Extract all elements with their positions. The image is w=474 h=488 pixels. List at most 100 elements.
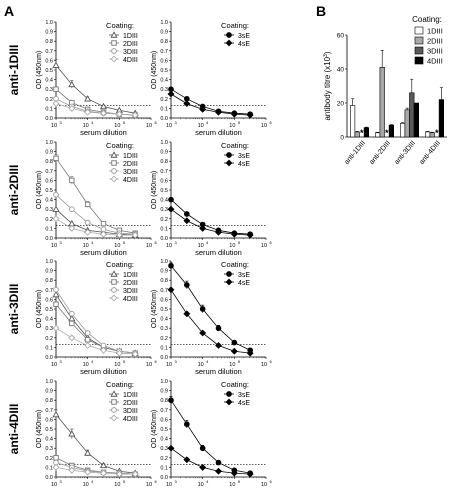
y-tick-label: 0.2 [45, 456, 53, 462]
y-axis-label: OD (450nm) [151, 290, 158, 329]
series-line [170, 399, 251, 474]
data-point [225, 278, 233, 286]
series-line [55, 303, 136, 354]
y-tick-label: 0.6 [160, 178, 168, 184]
data-point [167, 444, 175, 452]
bar [379, 67, 385, 138]
x-axis-label: serum dilution [195, 248, 242, 257]
x-tick-exponent: 5 [123, 120, 126, 125]
line-chart: 0.00.10.20.30.40.50.60.70.80.91.01031041… [151, 20, 273, 137]
y-tick-label: 0.1 [45, 345, 53, 351]
legend-label: 3DIII [123, 408, 138, 415]
legend-label: 4DIII [123, 416, 138, 423]
bar-y-tick-label: 60 [337, 33, 345, 40]
y-tick-label: 0.4 [45, 317, 53, 323]
data-point [110, 175, 118, 183]
x-axis-label: serum dilution [195, 128, 242, 137]
bar-category-label: anti-1DIII [343, 140, 367, 166]
x-tick-label: 10 [114, 362, 120, 368]
x-tick-exponent: 3 [175, 240, 178, 245]
x-tick-exponent: 4 [206, 120, 209, 125]
y-tick-label: 0.0 [160, 236, 168, 242]
x-tick-label: 10 [166, 243, 172, 249]
y-axis-label: OD (450nm) [36, 51, 43, 90]
x-tick-exponent: 5 [238, 359, 241, 364]
x-tick-label: 10 [146, 362, 152, 368]
x-tick-label: 10 [166, 123, 172, 129]
x-tick-exponent: 5 [238, 479, 241, 484]
y-tick-label: 0.0 [45, 475, 53, 481]
legend-label: 3sE [238, 392, 250, 399]
data-point [168, 196, 174, 203]
x-tick-label: 10 [229, 482, 235, 488]
legend-label: 1DIII [123, 153, 138, 160]
line-chart: 0.00.10.20.30.40.50.60.70.80.91.01031041… [151, 259, 273, 376]
y-tick-label: 0.7 [45, 169, 53, 175]
bar [349, 105, 356, 138]
data-point [168, 262, 174, 269]
bar [424, 131, 431, 138]
data-point [183, 310, 191, 318]
data-point [84, 330, 91, 336]
legend-label: 3sE [238, 153, 250, 160]
y-tick-label: 0.5 [45, 427, 53, 433]
data-point [52, 215, 60, 223]
legend-title: Coating: [221, 260, 249, 269]
y-tick-label: 0.0 [45, 116, 53, 122]
data-point [226, 152, 232, 158]
data-point [100, 220, 107, 227]
y-tick-label: 0.2 [45, 97, 53, 103]
y-tick-label: 0.4 [160, 198, 168, 204]
bar-legend-title: Coating: [412, 15, 442, 24]
x-tick-exponent: 6 [270, 359, 273, 364]
legend-label: 1DIII [123, 392, 138, 399]
data-point [69, 310, 75, 317]
y-tick-label: 0.1 [160, 106, 168, 112]
y-tick-label: 0.7 [160, 288, 168, 294]
bar [404, 109, 410, 138]
line-chart: 0.00.10.20.30.40.50.60.70.80.91.01031041… [151, 140, 273, 257]
data-point [184, 421, 190, 428]
series-line [170, 199, 251, 235]
x-tick-label: 10 [261, 362, 267, 368]
data-point [53, 86, 59, 92]
y-tick-label: 0.3 [45, 207, 53, 213]
data-point [199, 463, 207, 471]
x-tick-label: 10 [83, 362, 89, 368]
data-point [111, 279, 117, 285]
y-tick-label: 0.0 [160, 475, 168, 481]
x-tick-label: 10 [198, 123, 204, 129]
data-point [84, 468, 92, 476]
legend-label: 2DIII [123, 161, 138, 168]
legend-title: Coating: [221, 141, 249, 150]
y-tick-label: 0.2 [160, 217, 168, 223]
data-point [52, 290, 60, 298]
legend-label: 3DIII [123, 288, 138, 295]
y-tick-label: 0.5 [45, 307, 53, 313]
y-tick-label: 1.0 [45, 140, 53, 146]
bar [354, 131, 360, 138]
x-tick-label: 10 [261, 123, 267, 129]
y-tick-label: 0.9 [160, 150, 168, 156]
data-point [53, 455, 59, 461]
y-tick-label: 0.6 [45, 417, 53, 423]
data-point [111, 48, 117, 54]
x-tick-label: 10 [51, 482, 57, 488]
y-tick-label: 0.6 [160, 297, 168, 303]
x-tick-exponent: 6 [155, 359, 158, 364]
row-label: anti-1DIII [7, 45, 21, 96]
bar-y-axis-label: antibody titre (x103) [323, 51, 332, 120]
x-tick-exponent: 3 [175, 120, 178, 125]
data-point [52, 61, 60, 68]
y-tick-label: 0.7 [160, 49, 168, 55]
line-charts: 0.00.10.20.30.40.50.60.70.80.91.01031041… [7, 20, 273, 488]
x-tick-exponent: 6 [155, 120, 158, 125]
x-tick-exponent: 3 [60, 359, 63, 364]
bar-y-tick-label: 0 [340, 135, 344, 142]
data-point [131, 111, 139, 119]
legend-label: 3sE [238, 272, 250, 279]
x-tick-label: 10 [114, 123, 120, 129]
bar [388, 124, 395, 138]
y-tick-label: 0.3 [45, 326, 53, 332]
y-tick-label: 0.8 [160, 278, 168, 284]
